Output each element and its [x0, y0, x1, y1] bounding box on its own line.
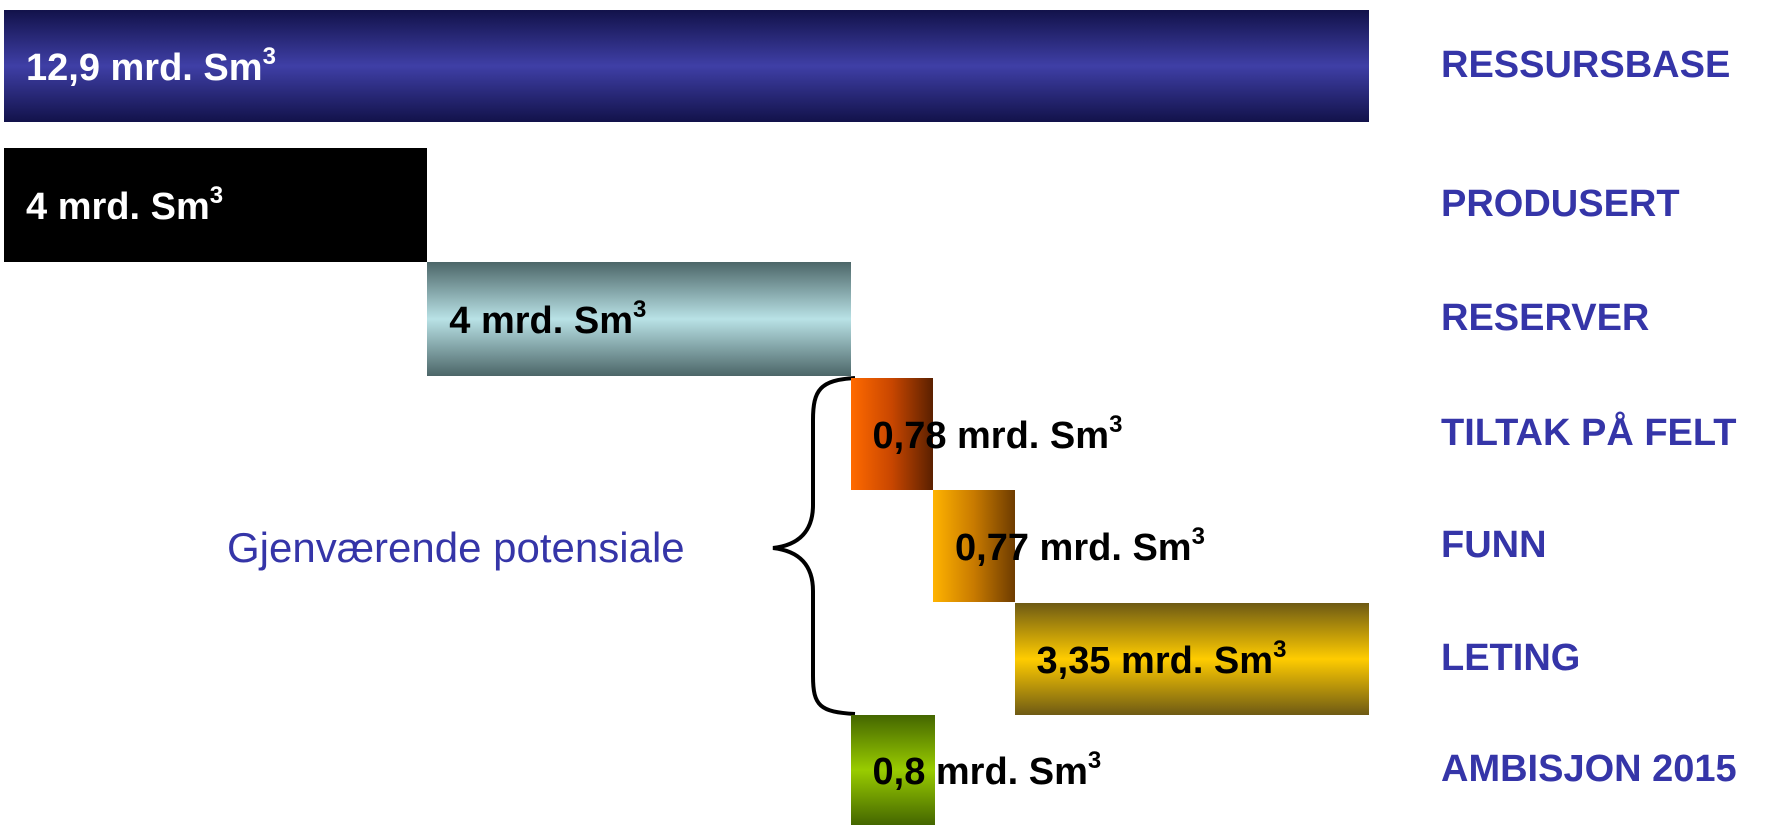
- bar-reserver: [427, 262, 851, 376]
- category-label-ressursbase: RESSURSBASE: [1441, 44, 1731, 86]
- unit-superscript: 3: [262, 43, 276, 70]
- value-label-leting: 3,35 mrd. Sm3: [1036, 638, 1287, 682]
- unit-superscript: 3: [1087, 747, 1102, 774]
- bar-tiltak-pa-felt: [850, 378, 934, 490]
- value-label-reserver: 4 mrd. Sm3: [449, 298, 646, 342]
- unit-superscript: 3: [1109, 411, 1123, 438]
- remaining-potential-label: Gjenværende potensiale: [227, 524, 685, 571]
- category-label-leting: LETING: [1441, 637, 1581, 679]
- category-label-tiltak-pa-felt: TILTAK PÅ FELT: [1441, 412, 1737, 454]
- value-label-funn: 0,77 mrd. Sm3: [955, 525, 1205, 569]
- bar-leting: [1014, 603, 1369, 715]
- value-text: 0,77 mrd. Sm: [955, 527, 1192, 569]
- value-label-tiltak-pa-felt: 0,78 mrd. Sm3: [872, 413, 1123, 457]
- category-label-funn: FUNN: [1441, 524, 1547, 566]
- value-text: 12,9 mrd. Sm: [26, 47, 263, 89]
- bar-ressursbase: [4, 10, 1369, 122]
- unit-superscript: 3: [632, 296, 647, 323]
- unit-superscript: 3: [1273, 636, 1287, 663]
- value-text: 0,8 mrd. Sm: [872, 751, 1088, 793]
- bar-funn: [933, 490, 1015, 602]
- value-label-produsert: 4 mrd. Sm3: [26, 184, 223, 228]
- bar-ambisjon-2015: [850, 715, 936, 825]
- value-label-ambisjon-2015: 0,8 mrd. Sm3: [872, 749, 1102, 793]
- unit-superscript: 3: [1191, 523, 1205, 550]
- category-label-ambisjon-2015: AMBISJON 2015: [1441, 748, 1737, 790]
- category-label-reserver: RESERVER: [1441, 297, 1650, 339]
- bar-produsert: [4, 148, 428, 262]
- value-label-ressursbase: 12,9 mrd. Sm3: [26, 45, 276, 89]
- value-text: 4 mrd. Sm: [449, 300, 633, 342]
- value-text: 4 mrd. Sm: [26, 186, 210, 228]
- value-text: 0,78 mrd. Sm: [872, 415, 1110, 457]
- unit-superscript: 3: [209, 182, 224, 209]
- category-label-produsert: PRODUSERT: [1441, 183, 1680, 225]
- value-text: 3,35 mrd. Sm: [1036, 640, 1274, 682]
